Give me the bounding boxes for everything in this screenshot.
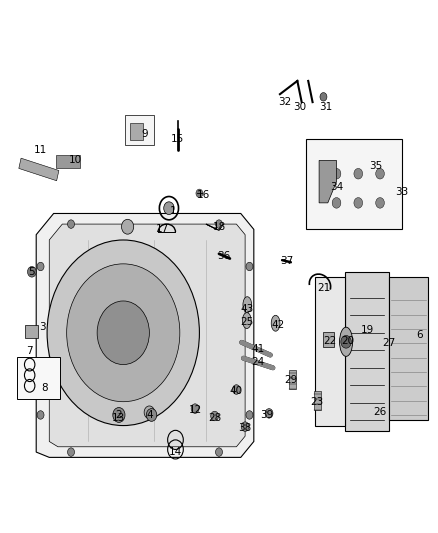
Bar	[125, 115, 154, 144]
Text: 2: 2	[116, 410, 122, 420]
Text: 32: 32	[278, 97, 291, 107]
Text: 22: 22	[323, 336, 337, 346]
Circle shape	[211, 411, 219, 421]
Circle shape	[215, 220, 223, 228]
Ellipse shape	[271, 316, 280, 331]
Text: 41: 41	[251, 344, 265, 354]
Circle shape	[121, 219, 134, 234]
Text: 17: 17	[156, 224, 169, 235]
Bar	[19, 158, 59, 181]
Text: 43: 43	[240, 304, 254, 314]
Text: 15: 15	[171, 134, 184, 144]
Bar	[389, 277, 428, 420]
Bar	[25, 325, 39, 338]
Circle shape	[196, 189, 203, 198]
Circle shape	[67, 264, 180, 402]
Circle shape	[47, 240, 199, 425]
Text: 36: 36	[217, 251, 230, 261]
Text: 16: 16	[197, 190, 210, 200]
Text: 29: 29	[284, 375, 297, 385]
Bar	[56, 155, 80, 168]
Text: 9: 9	[142, 129, 148, 139]
Text: 37: 37	[280, 256, 293, 266]
Text: 20: 20	[341, 336, 354, 346]
Text: 7: 7	[26, 346, 33, 357]
Circle shape	[246, 262, 253, 271]
Circle shape	[37, 262, 44, 271]
Text: 1: 1	[170, 206, 177, 216]
Circle shape	[191, 404, 199, 414]
Circle shape	[265, 409, 273, 418]
Circle shape	[144, 406, 155, 419]
Text: 6: 6	[416, 330, 423, 341]
Bar	[315, 277, 345, 425]
Circle shape	[241, 422, 249, 431]
Circle shape	[37, 411, 44, 419]
Bar	[289, 370, 296, 389]
Text: 12: 12	[188, 405, 201, 415]
Circle shape	[97, 301, 149, 365]
Ellipse shape	[243, 313, 251, 328]
Text: 31: 31	[319, 102, 332, 112]
Circle shape	[341, 335, 351, 348]
Bar	[306, 139, 402, 229]
Text: 5: 5	[28, 267, 35, 277]
Circle shape	[67, 220, 74, 228]
Circle shape	[320, 93, 327, 101]
Circle shape	[354, 198, 363, 208]
Text: 4: 4	[146, 410, 153, 420]
Polygon shape	[49, 224, 245, 447]
Polygon shape	[319, 160, 336, 203]
Text: 34: 34	[330, 182, 343, 192]
Circle shape	[332, 168, 341, 179]
Polygon shape	[36, 214, 254, 457]
Circle shape	[233, 385, 240, 394]
Text: 28: 28	[208, 413, 221, 423]
Bar	[314, 391, 321, 410]
Circle shape	[146, 409, 157, 421]
Bar	[323, 332, 334, 347]
Text: 14: 14	[169, 447, 182, 457]
Text: 13: 13	[112, 413, 126, 423]
Text: 18: 18	[212, 222, 226, 232]
Circle shape	[113, 408, 125, 422]
Text: 3: 3	[39, 322, 46, 333]
Circle shape	[215, 448, 223, 456]
Circle shape	[67, 448, 74, 456]
Circle shape	[246, 411, 253, 419]
Text: 30: 30	[293, 102, 306, 112]
Text: 10: 10	[69, 156, 82, 165]
Circle shape	[354, 168, 363, 179]
Text: 27: 27	[382, 338, 396, 349]
Text: 33: 33	[395, 187, 408, 197]
Circle shape	[332, 198, 341, 208]
Text: 23: 23	[310, 397, 324, 407]
Circle shape	[164, 202, 174, 215]
Ellipse shape	[339, 327, 353, 357]
Text: 19: 19	[360, 325, 374, 335]
Text: 38: 38	[238, 423, 252, 433]
Text: 21: 21	[317, 282, 330, 293]
Text: 24: 24	[251, 357, 265, 367]
Circle shape	[376, 168, 385, 179]
Text: 40: 40	[230, 386, 243, 396]
Text: 39: 39	[260, 410, 273, 420]
Bar	[17, 357, 60, 399]
Circle shape	[376, 198, 385, 208]
Text: 35: 35	[369, 161, 382, 171]
Bar	[345, 272, 389, 431]
Text: 8: 8	[42, 383, 48, 393]
Ellipse shape	[243, 297, 252, 313]
Text: 25: 25	[240, 317, 254, 327]
Text: 42: 42	[271, 320, 284, 330]
Bar	[130, 123, 143, 140]
Text: 26: 26	[374, 407, 387, 417]
Circle shape	[28, 266, 36, 277]
Text: 11: 11	[34, 145, 47, 155]
